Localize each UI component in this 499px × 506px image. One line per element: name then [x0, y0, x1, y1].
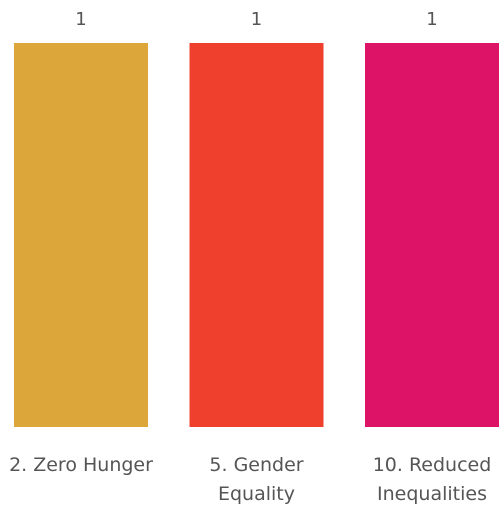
- value-label-0: 1: [75, 9, 86, 30]
- bar-1: [189, 43, 324, 427]
- value-label-1: 1: [251, 9, 262, 30]
- value-label-2: 1: [426, 9, 437, 30]
- category-label-0-line-0: 2. Zero Hunger: [9, 454, 153, 476]
- category-label-2-line-1: Inequalities: [377, 483, 487, 505]
- bar-0: [14, 43, 148, 427]
- category-label-2-line-0: 10. Reduced: [373, 454, 492, 476]
- category-label-1-line-1: Equality: [218, 483, 295, 505]
- value-labels-group: 1 1 1: [75, 9, 437, 30]
- category-label-1-line-0: 5. Gender: [209, 454, 303, 476]
- bar-2: [365, 43, 499, 427]
- bars-group: [14, 43, 499, 427]
- category-labels-group: 2. Zero Hunger 5. Gender Equality 10. Reduc…: [9, 454, 491, 505]
